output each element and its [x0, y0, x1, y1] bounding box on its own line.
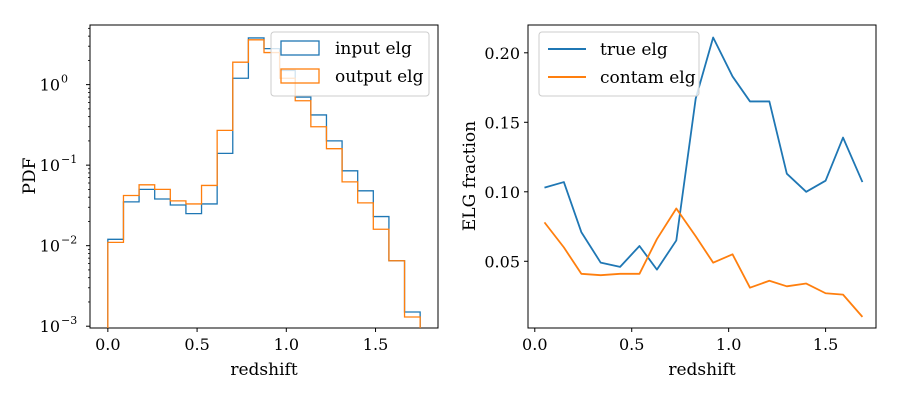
- pdf-legend-label-output: output elg: [335, 67, 424, 87]
- fraction-x-ticks: 0.0 0.5 1.0 1.5: [522, 328, 838, 354]
- pdf-x-tick-label: 0.5: [184, 335, 209, 354]
- fraction-x-tick-label: 1.5: [813, 335, 838, 354]
- fraction-series-group: [543, 36, 864, 318]
- pdf-series-group: [107, 37, 421, 328]
- fraction-y-ticks: 0.05 0.10 0.15 0.20: [484, 44, 528, 271]
- pdf-histogram-step-output: [107, 39, 421, 328]
- fraction-x-tick-label: 0.0: [522, 335, 547, 354]
- pdf-x-tick-label: 1.5: [363, 335, 388, 354]
- fraction-y-tick-label: 0.05: [484, 252, 520, 271]
- pdf-axes-frame: [89, 24, 439, 329]
- fraction-legend-label-contam: contam elg: [600, 68, 696, 88]
- fraction-y-tick-label: 0.20: [484, 44, 520, 63]
- pdf-legend-swatch-input: [280, 40, 320, 56]
- pdf-y-tick-exponent: −1: [61, 153, 77, 166]
- fraction-line-contam: [543, 207, 864, 318]
- fraction-x-tick-label: 0.5: [619, 335, 644, 354]
- fraction-legend: true elg contam elg: [538, 31, 700, 97]
- pdf-x-ticks: 0.0 0.5 1.0 1.5: [95, 328, 388, 354]
- pdf-y-tick-label: 10: [40, 237, 60, 256]
- pdf-y-tick-exponent: −3: [61, 314, 77, 327]
- fraction-line-true: [544, 36, 864, 271]
- pdf-y-axis-label: PDF: [20, 157, 40, 194]
- fraction-axes-frame: [527, 24, 877, 329]
- fraction-y-tick-label: 0.10: [484, 183, 520, 202]
- fraction-x-axis-label: redshift: [668, 360, 735, 380]
- elg-fraction-panel: 0.0 0.5 1.0 1.5 0.05 0.10 0.15 0.20 redshift E…: [460, 24, 877, 380]
- fraction-legend-label-true: true elg: [600, 40, 668, 60]
- pdf-x-tick-label: 0.0: [95, 335, 120, 354]
- pdf-legend-label-input: input elg: [335, 39, 412, 59]
- pdf-y-tick-exponent: 0: [61, 73, 68, 86]
- pdf-legend-swatch-output: [280, 68, 320, 84]
- fraction-y-tick-label: 0.15: [484, 113, 520, 132]
- pdf-x-tick-label: 1.0: [274, 335, 299, 354]
- pdf-y-tick-label: 10: [40, 156, 60, 175]
- pdf-y-tick-exponent: −2: [61, 234, 77, 247]
- pdf-x-axis-label: redshift: [230, 360, 297, 380]
- pdf-legend-box: [270, 31, 430, 97]
- pdf-y-tick-label: 10: [40, 76, 60, 95]
- fraction-x-tick-label: 1.0: [716, 335, 741, 354]
- pdf-y-tick-label: 10: [40, 317, 60, 336]
- fraction-y-axis-label: ELG fraction: [460, 121, 480, 231]
- pdf-legend: input elg output elg: [270, 31, 430, 97]
